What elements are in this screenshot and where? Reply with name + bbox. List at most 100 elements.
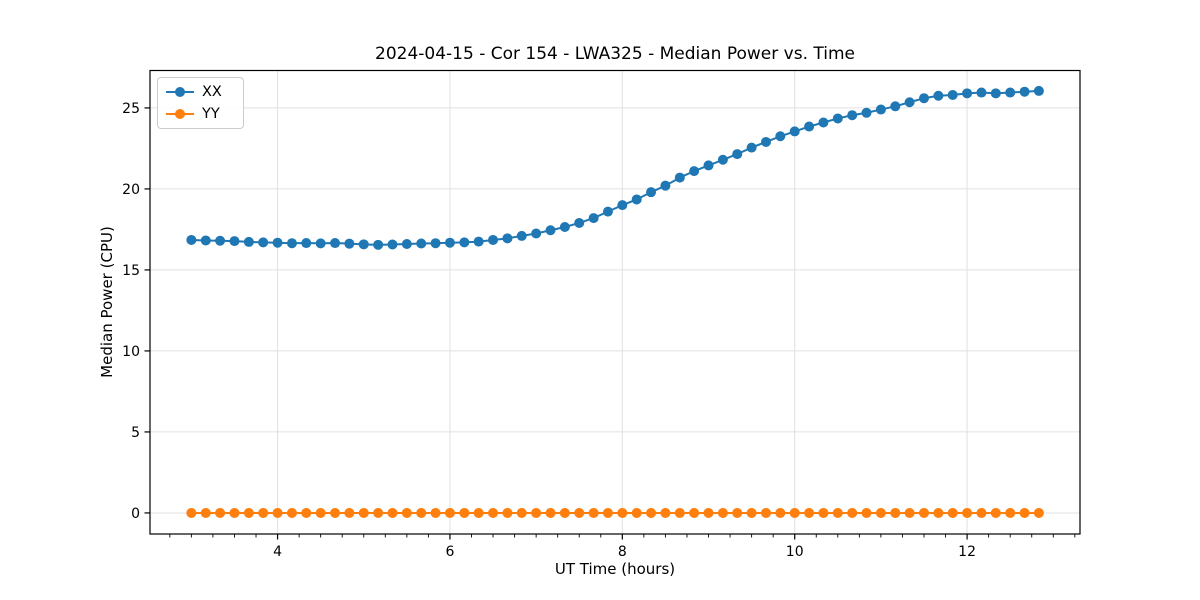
series-xx-marker bbox=[286, 238, 297, 249]
series-yy-marker bbox=[229, 507, 240, 518]
series-xx-marker bbox=[875, 104, 886, 115]
series-xx-marker bbox=[631, 194, 642, 205]
series-yy-marker bbox=[358, 507, 369, 518]
series-xx-marker bbox=[330, 238, 341, 249]
series-yy-marker bbox=[1005, 507, 1016, 518]
series-xx-marker bbox=[990, 88, 1001, 99]
legend-item-yy: YY bbox=[165, 105, 235, 123]
series-yy-marker bbox=[674, 507, 685, 518]
series-yy-marker bbox=[631, 507, 642, 518]
legend-label-xx: XX bbox=[202, 84, 222, 100]
chart-title: 2024-04-15 - Cor 154 - LWA325 - Median P… bbox=[375, 44, 855, 64]
series-yy-marker bbox=[732, 507, 743, 518]
series-xx-marker bbox=[1005, 87, 1016, 98]
series-yy-marker bbox=[272, 507, 283, 518]
series-yy-marker bbox=[200, 507, 211, 518]
series-xx-marker bbox=[890, 101, 901, 112]
series-xx-marker bbox=[545, 225, 556, 236]
series-xx-marker bbox=[229, 236, 240, 247]
series-yy-marker bbox=[286, 507, 297, 518]
series-yy-marker bbox=[861, 507, 872, 518]
axes-spines bbox=[149, 69, 1081, 535]
y-tick-label: 20 bbox=[122, 182, 140, 198]
series-xx-marker bbox=[746, 142, 757, 153]
series-xx-marker bbox=[215, 235, 226, 246]
series-yy-marker bbox=[602, 507, 613, 518]
series-xx-marker bbox=[358, 239, 369, 250]
x-tick-label: 12 bbox=[958, 544, 976, 560]
series-yy-marker bbox=[559, 507, 570, 518]
series-yy-marker bbox=[215, 507, 226, 518]
series-yy-marker bbox=[488, 507, 499, 518]
series-yy-marker bbox=[473, 507, 484, 518]
y-tick-label: 5 bbox=[131, 425, 140, 441]
series-xx-marker bbox=[617, 200, 628, 211]
series-xx-marker bbox=[947, 89, 958, 100]
series-yy-marker bbox=[301, 507, 312, 518]
series-yy-marker bbox=[401, 507, 412, 518]
series-yy-marker bbox=[1019, 507, 1030, 518]
series-xx-marker bbox=[933, 90, 944, 101]
series-yy-marker bbox=[387, 507, 398, 518]
series-xx-marker bbox=[315, 238, 326, 249]
series-xx-marker bbox=[904, 97, 915, 108]
y-tick-label: 25 bbox=[122, 101, 140, 117]
series-xx-marker bbox=[387, 239, 398, 250]
series-yy-marker bbox=[990, 507, 1001, 518]
series-yy-marker bbox=[588, 507, 599, 518]
series-xx-marker bbox=[473, 236, 484, 247]
series-xx-marker bbox=[416, 238, 427, 249]
series-xx-marker bbox=[674, 172, 685, 183]
series-xx-marker bbox=[502, 233, 513, 244]
y-tick-label: 10 bbox=[122, 344, 140, 360]
series-yy-marker bbox=[186, 507, 197, 518]
series-yy-marker bbox=[258, 507, 269, 518]
series-yy-marker bbox=[531, 507, 542, 518]
series-xx-marker bbox=[516, 230, 527, 241]
series-xx-marker bbox=[761, 136, 772, 147]
series-xx-marker bbox=[488, 234, 499, 245]
series-xx-marker bbox=[861, 107, 872, 118]
series-yy-marker bbox=[775, 507, 786, 518]
series-xx-marker bbox=[717, 154, 728, 165]
series-yy-marker bbox=[746, 507, 757, 518]
series-xx-marker bbox=[976, 87, 987, 98]
series-xx-marker bbox=[689, 166, 700, 177]
series-xx-marker bbox=[703, 160, 714, 171]
series-yy-marker bbox=[962, 507, 973, 518]
series-yy-marker bbox=[703, 507, 714, 518]
series-xx-marker bbox=[660, 180, 671, 191]
series-yy-marker bbox=[646, 507, 657, 518]
series-xx-marker bbox=[775, 131, 786, 142]
y-tick-label: 15 bbox=[122, 263, 140, 279]
series-yy-marker bbox=[243, 507, 254, 518]
legend-item-xx: XX bbox=[165, 83, 235, 101]
series-xx-marker bbox=[272, 237, 283, 248]
legend: XX YY bbox=[157, 77, 244, 129]
series-yy-marker bbox=[574, 507, 585, 518]
series-xx-marker bbox=[344, 238, 355, 249]
series-xx-marker bbox=[430, 238, 441, 249]
series-yy-marker bbox=[459, 507, 470, 518]
series-yy-marker bbox=[1033, 507, 1044, 518]
series-xx-marker bbox=[789, 126, 800, 137]
x-tick-label: 6 bbox=[445, 544, 454, 560]
series-xx-marker bbox=[962, 88, 973, 99]
series-xx-marker bbox=[459, 237, 470, 248]
series-xx-marker bbox=[1019, 86, 1030, 97]
series-yy-marker bbox=[430, 507, 441, 518]
series-xx-marker bbox=[373, 239, 384, 250]
series-yy-marker bbox=[976, 507, 987, 518]
series-yy-marker bbox=[789, 507, 800, 518]
x-tick-label: 4 bbox=[273, 544, 282, 560]
series-yy-marker bbox=[832, 507, 843, 518]
x-tick-label: 10 bbox=[786, 544, 804, 560]
legend-line-marker-yy-icon bbox=[166, 109, 194, 119]
series-yy-marker bbox=[717, 507, 728, 518]
y-tick-label: 0 bbox=[131, 506, 140, 522]
legend-label-yy: YY bbox=[202, 106, 220, 122]
series-xx-marker bbox=[301, 238, 312, 249]
series-xx-marker bbox=[258, 237, 269, 248]
series-yy-marker bbox=[502, 507, 513, 518]
